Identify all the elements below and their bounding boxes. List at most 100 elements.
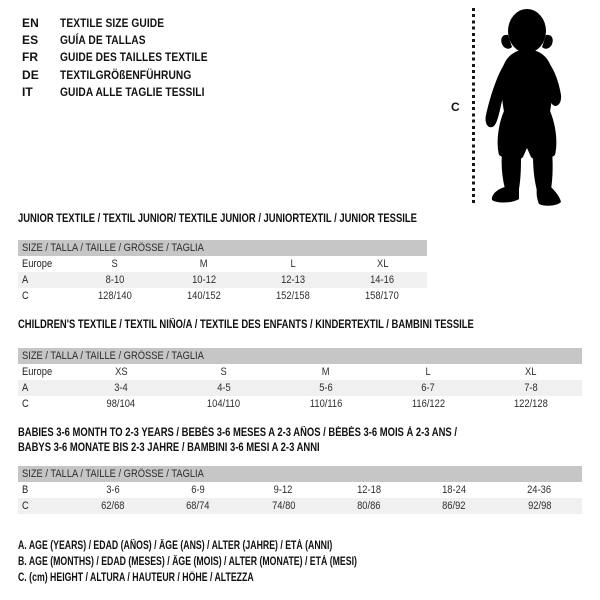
table-cell-text: XL bbox=[525, 366, 537, 378]
table-cell: 12-13 bbox=[249, 272, 338, 288]
table-cell: 116/122 bbox=[377, 396, 479, 412]
table-title-line: CHILDREN'S TEXTILE / TEXTIL NIÑO/A / TEX… bbox=[18, 318, 582, 333]
language-label: GUIDE DES TAILLES TEXTILE bbox=[60, 50, 208, 65]
table-cell: 86/92 bbox=[411, 498, 496, 514]
table-cell-text: 86/92 bbox=[442, 500, 466, 512]
baby-silhouette-icon bbox=[485, 9, 562, 206]
babies-textile-table: BABIES 3-6 MONTH TO 2-3 YEARS / BEBÉS 3-… bbox=[18, 426, 582, 514]
table-title-line: BABIES 3-6 MONTH TO 2-3 YEARS / BEBÉS 3-… bbox=[18, 426, 582, 441]
table-cell: 7-8 bbox=[480, 380, 582, 396]
language-code: FR bbox=[22, 50, 39, 65]
legend-line-c: C. (cm) HEIGHT / ALTURA / HAUTEUR / HÖHE… bbox=[18, 572, 254, 585]
table-title: BABIES 3-6 MONTH TO 2-3 YEARS / BEBÉS 3-… bbox=[18, 426, 582, 456]
table-title-text: BABIES 3-6 MONTH TO 2-3 YEARS / BEBÉS 3-… bbox=[18, 427, 457, 439]
table-cell-text: 3-6 bbox=[105, 484, 120, 496]
row-label: C bbox=[18, 288, 70, 304]
table-cell-text: 68/74 bbox=[186, 500, 210, 512]
table-cell-text: 10-12 bbox=[191, 274, 216, 286]
table-cell-text: 3-4 bbox=[114, 382, 128, 394]
row-label-text: Europe bbox=[22, 258, 53, 270]
table-cell-text: 12-13 bbox=[281, 274, 306, 286]
table-cell-text: 8-10 bbox=[105, 274, 124, 286]
table-row: B 3-6 6-9 9-12 12-18 18-24 24-36 bbox=[18, 482, 582, 498]
table-title-line: JUNIOR TEXTILE / TEXTIL JUNIOR/ TEXTILE … bbox=[18, 212, 427, 227]
row-label: A bbox=[18, 380, 70, 396]
language-label: GUIDA ALLE TAGLIE TESSILI bbox=[60, 84, 205, 99]
table-cell-text: 140/152 bbox=[186, 290, 221, 302]
table-cell-text: 116/122 bbox=[411, 398, 445, 410]
row-label: A bbox=[18, 272, 70, 288]
table-cell: 5-6 bbox=[275, 380, 377, 396]
language-row: FR GUIDE DES TAILLES TEXTILE bbox=[22, 49, 234, 66]
row-label: B bbox=[18, 482, 70, 498]
table-cell-text: 14-16 bbox=[370, 274, 395, 286]
table-cell-text: 5-6 bbox=[319, 382, 333, 394]
table-cell-text: 158/170 bbox=[365, 290, 400, 302]
size-header-text: SIZE / TALLA / TAILLE / GRÖSSE / TAGLIA bbox=[22, 242, 204, 254]
table-cell: 128/140 bbox=[70, 288, 159, 304]
row-label-text: A bbox=[22, 382, 29, 394]
table-title: CHILDREN'S TEXTILE / TEXTIL NIÑO/A / TEX… bbox=[18, 318, 582, 333]
row-label-text: C bbox=[22, 290, 29, 302]
table-row: C 62/68 68/74 74/80 80/86 86/92 92/98 bbox=[18, 498, 582, 514]
table-cell: 74/80 bbox=[241, 498, 326, 514]
table-cell-text: XL bbox=[376, 258, 389, 270]
table-cell: 8-10 bbox=[70, 272, 159, 288]
table-cell-text: 128/140 bbox=[97, 290, 132, 302]
children-textile-table: CHILDREN'S TEXTILE / TEXTIL NIÑO/A / TEX… bbox=[18, 318, 582, 412]
size-header-bar: SIZE / TALLA / TAILLE / GRÖSSE / TAGLIA bbox=[18, 466, 582, 482]
table-cell: 104/110 bbox=[172, 396, 274, 412]
language-row: EN TEXTILE SIZE GUIDE bbox=[22, 14, 234, 31]
row-label: Europe bbox=[18, 364, 70, 380]
legend: A. AGE (YEARS) / EDAD (AÑOS) / ÂGE (ANS)… bbox=[18, 538, 464, 587]
language-title-list: EN TEXTILE SIZE GUIDE ES GUÍA DE TALLAS … bbox=[22, 14, 234, 100]
table-cell: 24-36 bbox=[497, 482, 582, 498]
table-cell-text: S bbox=[220, 366, 227, 378]
row-label-text: A bbox=[22, 274, 29, 286]
legend-line-a: A. AGE (YEARS) / EDAD (AÑOS) / ÂGE (ANS)… bbox=[18, 540, 333, 552]
language-label: GUÍA DE TALLAS bbox=[60, 32, 146, 47]
table-cell-text: M bbox=[199, 258, 208, 270]
table-cell: 12-18 bbox=[326, 482, 411, 498]
table-cell: 80/86 bbox=[326, 498, 411, 514]
table-row: Europe XS S M L XL bbox=[18, 364, 582, 380]
table-cell: M bbox=[275, 364, 377, 380]
language-label: TEXTILE SIZE GUIDE bbox=[60, 15, 165, 30]
size-header-text: SIZE / TALLA / TAILLE / GRÖSSE / TAGLIA bbox=[22, 350, 204, 362]
row-label-text: Europe bbox=[22, 366, 53, 378]
table-cell: S bbox=[70, 256, 159, 272]
table-cell: 14-16 bbox=[338, 272, 427, 288]
table-cell-text: S bbox=[111, 258, 118, 270]
table-cell: L bbox=[377, 364, 479, 380]
table-cell-text: XS bbox=[114, 366, 128, 378]
table-cell-text: 6-7 bbox=[421, 382, 436, 394]
language-label: TEXTILGRÖßENFÜHRUNG bbox=[60, 67, 192, 82]
table-cell-text: 122/128 bbox=[513, 398, 548, 410]
size-header-bar: SIZE / TALLA / TAILLE / GRÖSSE / TAGLIA bbox=[18, 348, 582, 364]
table-title-text: BABYS 3-6 MONATE BIS 2-3 JAHRE / BAMBINI… bbox=[18, 442, 320, 454]
table-cell-text: L bbox=[290, 258, 296, 270]
size-header-text: SIZE / TALLA / TAILLE / GRÖSSE / TAGLIA bbox=[22, 468, 204, 480]
table-cell: 68/74 bbox=[155, 498, 240, 514]
row-label: Europe bbox=[18, 256, 70, 272]
language-row: ES GUÍA DE TALLAS bbox=[22, 31, 234, 48]
row-label: C bbox=[18, 498, 70, 514]
language-code: IT bbox=[22, 84, 33, 99]
table-cell: 152/158 bbox=[249, 288, 338, 304]
table-cell: XL bbox=[338, 256, 427, 272]
table-cell: XS bbox=[70, 364, 172, 380]
table-row: A 3-4 4-5 5-6 6-7 7-8 bbox=[18, 380, 582, 396]
table-cell-text: 80/86 bbox=[356, 500, 381, 512]
junior-textile-table: JUNIOR TEXTILE / TEXTIL JUNIOR/ TEXTILE … bbox=[18, 212, 427, 304]
row-label-text: B bbox=[22, 484, 29, 496]
language-row: DE TEXTILGRÖßENFÜHRUNG bbox=[22, 66, 234, 83]
table-row: C 98/104 104/110 110/116 116/122 122/128 bbox=[18, 396, 582, 412]
table-cell: 10-12 bbox=[159, 272, 248, 288]
table-row: C 128/140 140/152 152/158 158/170 bbox=[18, 288, 427, 304]
table-cell: 3-6 bbox=[70, 482, 155, 498]
table-cell: 6-7 bbox=[377, 380, 479, 396]
table-cell-text: 152/158 bbox=[276, 290, 311, 302]
table-cell: 122/128 bbox=[480, 396, 582, 412]
table-cell: 4-5 bbox=[172, 380, 274, 396]
